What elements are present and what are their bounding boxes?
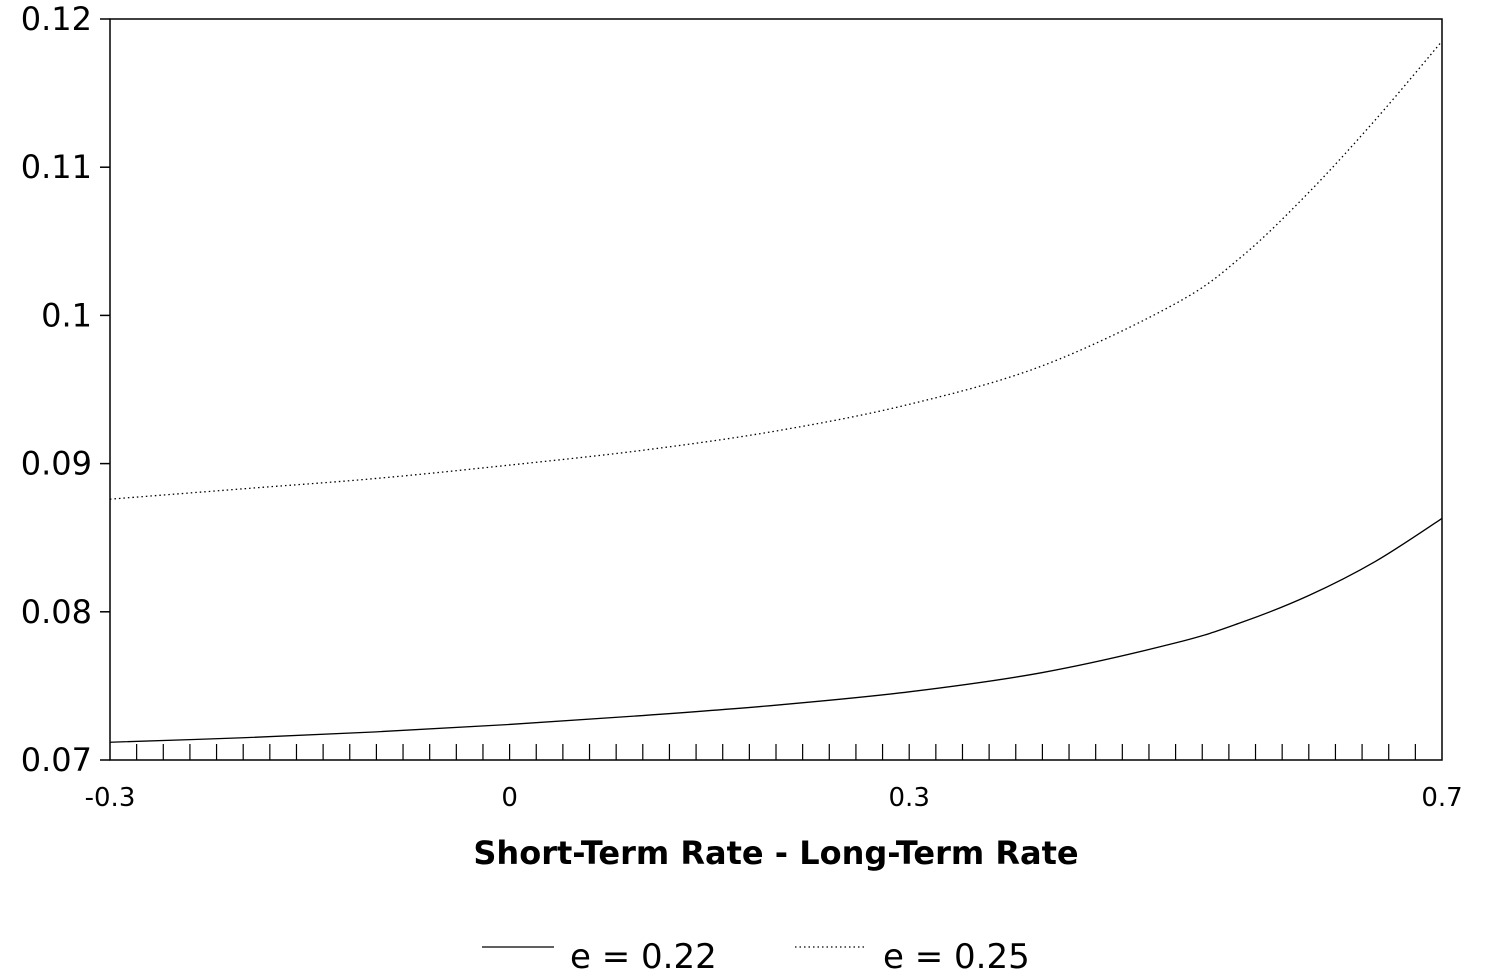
y-tick-label: 0.08 (21, 593, 92, 631)
y-axis-ticks: 0.07 0.08 0.09 0.1 0.11 0.12 (21, 0, 110, 779)
y-tick-label: 0.1 (41, 296, 92, 334)
y-tick-label: 0.11 (21, 148, 92, 186)
x-axis-ticks: -0.3 0 0.3 0.7 (85, 783, 1463, 813)
plot-area-frame (109, 18, 1443, 761)
y-tick-label: 0.07 (21, 741, 92, 779)
series-line-e-0-22 (109, 517, 1443, 743)
legend-label: e = 0.25 (883, 937, 1030, 977)
x-tick-label: 0 (501, 783, 518, 813)
legend: e = 0.22 e = 0.25 (482, 937, 1030, 977)
legend-label: e = 0.22 (570, 937, 717, 977)
x-tick-label: 0.7 (1421, 783, 1462, 813)
y-tick-label: 0.12 (21, 0, 92, 38)
x-axis-minor-ticks (136, 744, 1416, 760)
x-tick-label: 0.3 (889, 783, 930, 813)
x-axis-label: Short-Term Rate - Long-Term Rate (473, 834, 1078, 872)
y-tick-label: 0.09 (21, 445, 92, 483)
series-line-e-0-25 (109, 40, 1443, 500)
x-tick-label: -0.3 (85, 783, 136, 813)
series-lines (109, 40, 1443, 743)
